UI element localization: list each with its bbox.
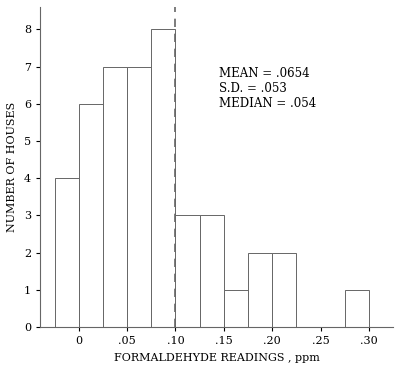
Bar — [248, 253, 272, 327]
Bar — [272, 253, 296, 327]
Bar — [103, 67, 127, 327]
Bar — [200, 215, 224, 327]
X-axis label: FORMALDEHYDE READINGS , ppm: FORMALDEHYDE READINGS , ppm — [114, 353, 320, 363]
Bar — [224, 290, 248, 327]
Y-axis label: NUMBER OF HOUSES: NUMBER OF HOUSES — [7, 102, 17, 232]
Bar — [176, 215, 200, 327]
Bar — [79, 104, 103, 327]
Text: MEAN = .0654
S.D. = .053
MEDIAN = .054: MEAN = .0654 S.D. = .053 MEDIAN = .054 — [219, 67, 316, 110]
Bar — [345, 290, 369, 327]
Bar — [151, 29, 176, 327]
Bar — [127, 67, 151, 327]
Bar — [54, 178, 79, 327]
